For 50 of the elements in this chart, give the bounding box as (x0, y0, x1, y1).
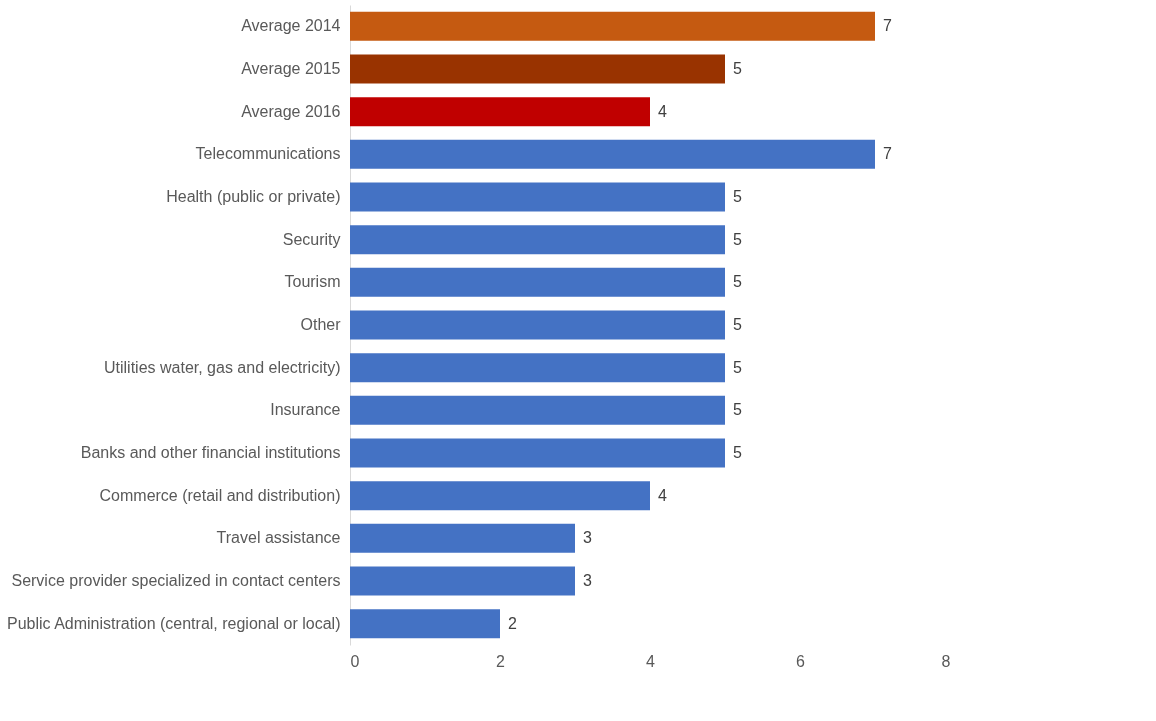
y-tick-label: Security (282, 230, 341, 248)
y-tick-label: Banks and other financial institutions (80, 444, 341, 461)
x-tick-label: 0 (350, 652, 360, 670)
data-label: 5 (733, 401, 742, 419)
bar (350, 609, 500, 639)
bar (350, 182, 725, 212)
y-tick-label: Health (public or private) (166, 188, 341, 205)
y-tick-label: Insurance (270, 401, 341, 419)
bar (350, 523, 575, 553)
bar (350, 310, 725, 340)
bar (350, 566, 575, 596)
bar (350, 395, 725, 425)
y-tick-label: Public Administration (central, regional or local) (7, 614, 341, 632)
data-label: 5 (733, 60, 742, 77)
data-label: 5 (733, 358, 742, 376)
y-tick-label: Average 2015 (241, 60, 341, 77)
y-tick-label: Telecommunications (195, 145, 341, 163)
data-label: 2 (508, 614, 517, 632)
x-tick-label: 4 (646, 652, 656, 670)
y-tick-label: Average 2014 (241, 17, 341, 35)
bar (350, 225, 725, 255)
bar (350, 97, 650, 127)
y-tick-label: Average 2016 (241, 102, 341, 120)
data-label: 4 (658, 486, 667, 504)
x-tick-label: 6 (796, 652, 806, 670)
data-label: 7 (883, 17, 892, 35)
data-label: 3 (583, 529, 592, 547)
bar (350, 11, 875, 41)
y-tick-label: Other (300, 316, 342, 333)
y-tick-label: Travel assistance (216, 529, 341, 547)
data-label: 5 (733, 273, 742, 291)
data-label: 5 (733, 230, 742, 248)
data-label: 3 (583, 572, 592, 589)
x-tick-label: 8 (941, 652, 951, 670)
y-tick-label: Tourism (284, 273, 341, 291)
bar (350, 353, 725, 383)
data-label: 4 (658, 102, 667, 120)
bar (350, 481, 650, 511)
data-label: 7 (883, 145, 892, 163)
data-label: 5 (733, 188, 742, 205)
bar (350, 139, 875, 169)
data-label: 5 (733, 444, 742, 461)
bar (350, 54, 725, 84)
bar (350, 267, 725, 297)
y-tick-label: Service provider specialized in contact centers (11, 572, 341, 589)
y-tick-label: Utilities water, gas and electricity) (103, 358, 341, 376)
bar (350, 438, 725, 468)
x-tick-label: 2 (496, 652, 506, 670)
data-label: 5 (733, 316, 742, 333)
y-tick-label: Commerce (retail and distribution) (99, 486, 341, 504)
